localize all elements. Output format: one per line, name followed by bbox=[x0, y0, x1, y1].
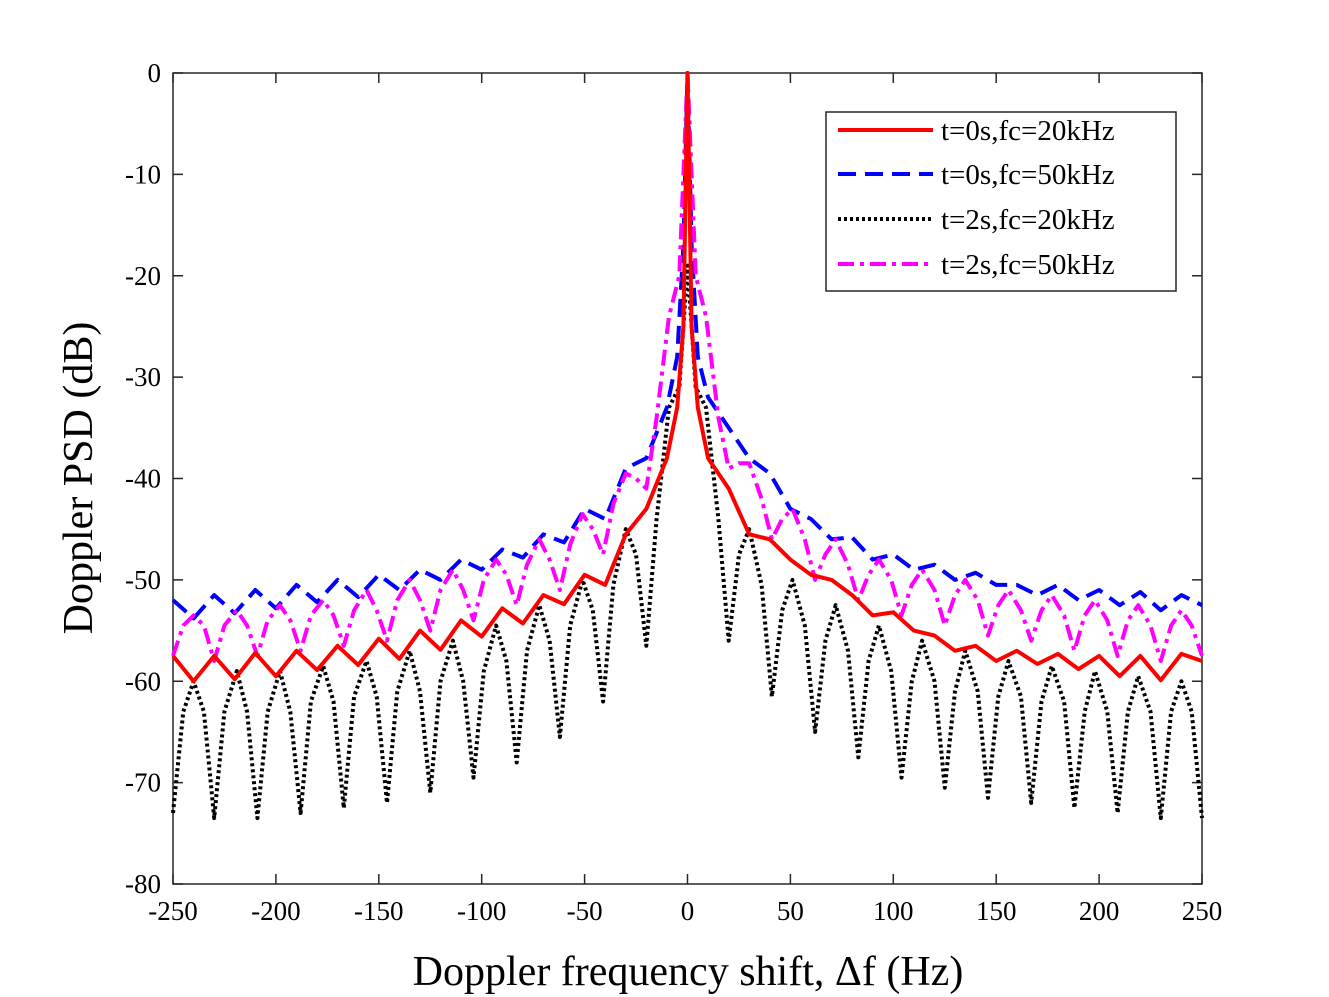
x-tick-label: -250 bbox=[148, 896, 198, 926]
x-tick-label: 0 bbox=[681, 896, 695, 926]
x-tick-label: 200 bbox=[1079, 896, 1120, 926]
y-tick-label: -30 bbox=[125, 362, 161, 392]
x-tick-label: -50 bbox=[567, 896, 603, 926]
y-tick-labels: 0 -10 -20 -30 -40 -50 -60 -70 -80 bbox=[125, 58, 161, 899]
series-line-1 bbox=[171, 71, 1203, 684]
legend: t=0s,fc=20kHz t=0s,fc=50kHz t=2s,fc=20kH… bbox=[825, 111, 1177, 292]
x-tick-label: 50 bbox=[777, 896, 804, 926]
y-tick-label: -40 bbox=[125, 464, 161, 494]
legend-label-series-4: t=2s,fc=50kHz bbox=[941, 249, 1115, 281]
x-axis-title: Doppler frequency shift, Δf (Hz) bbox=[413, 949, 964, 995]
y-tick-label: -80 bbox=[125, 869, 161, 899]
x-tick-label: -100 bbox=[457, 896, 507, 926]
x-tick-label: -200 bbox=[251, 896, 301, 926]
y-tick-label: 0 bbox=[148, 58, 162, 88]
legend-box bbox=[825, 111, 1177, 292]
y-tick-label: -60 bbox=[125, 666, 161, 696]
x-tick-label: 150 bbox=[976, 896, 1017, 926]
series-lines bbox=[171, 71, 1204, 821]
series-line-3 bbox=[171, 263, 1204, 821]
axis-ticks bbox=[172, 72, 1203, 885]
legend-label-series-2: t=0s,fc=50kHz bbox=[941, 159, 1115, 191]
y-axis-title: Doppler PSD (dB) bbox=[56, 322, 102, 635]
y-tick-label: -10 bbox=[125, 159, 161, 189]
x-tick-label: -150 bbox=[354, 896, 404, 926]
legend-label-series-1: t=0s,fc=20kHz bbox=[941, 115, 1115, 147]
y-tick-label: -70 bbox=[125, 768, 161, 798]
y-tick-label: -20 bbox=[125, 261, 161, 291]
legend-label-series-3: t=2s,fc=20kHz bbox=[941, 204, 1115, 236]
x-tick-label: 100 bbox=[873, 896, 914, 926]
x-tick-label: 250 bbox=[1182, 896, 1223, 926]
y-tick-label: -50 bbox=[125, 565, 161, 595]
x-tick-labels: -250 -200 -150 -100 -50 0 50 100 150 200 250 bbox=[148, 896, 1222, 926]
